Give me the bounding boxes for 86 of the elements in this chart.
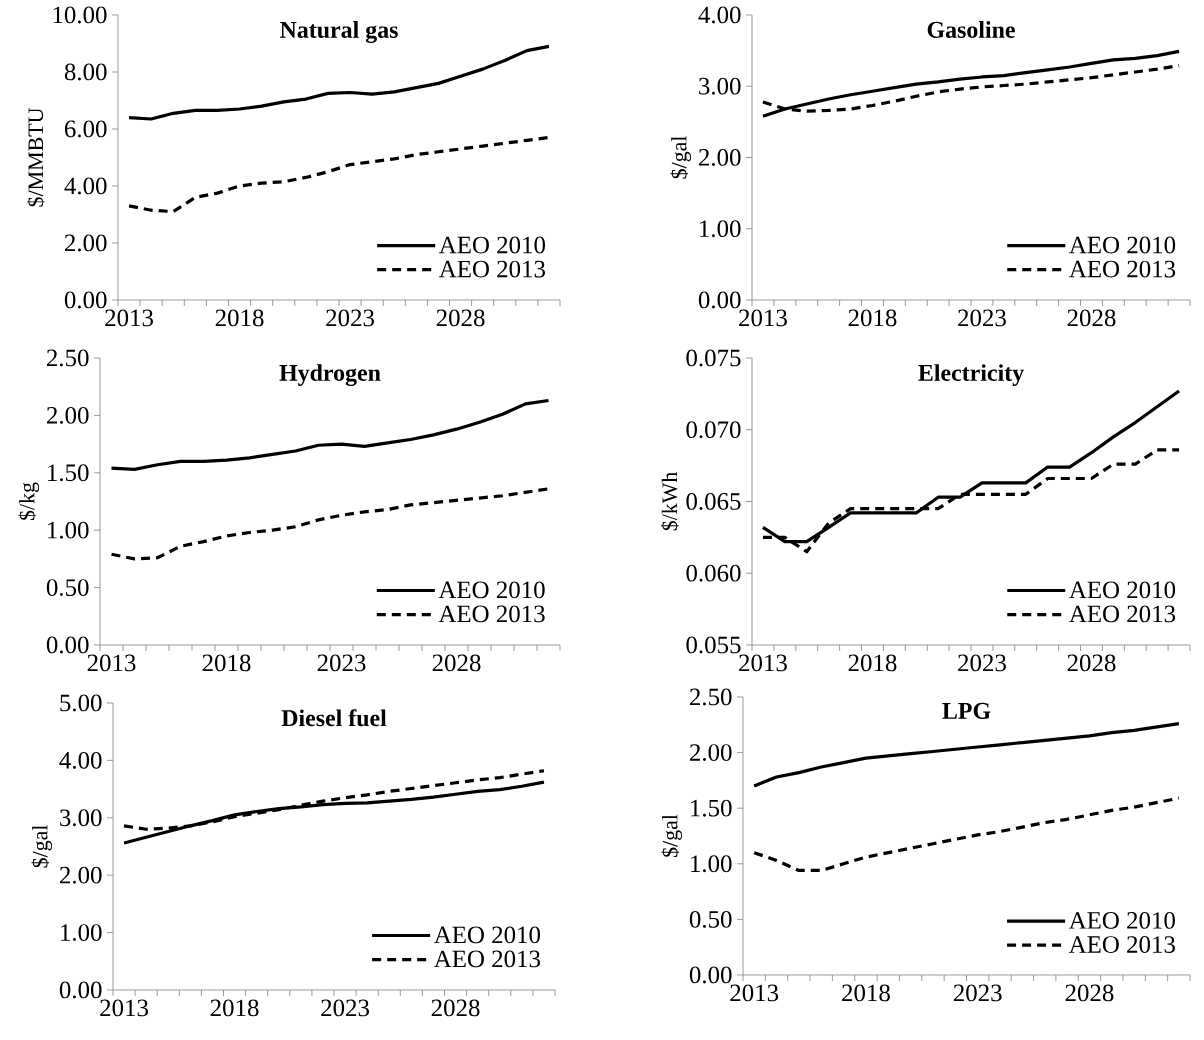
x-tick-label: 2023 — [958, 654, 1006, 672]
y-tick-label: 1.50 — [48, 464, 89, 482]
legend-label: AEO 2010 — [1068, 912, 1175, 929]
y-axis-title: $/gal — [31, 825, 53, 868]
x-tick-label: 2013 — [100, 999, 148, 1017]
x-tick-label: 2023 — [326, 309, 374, 327]
y-tick-label: 0.070 — [686, 421, 741, 439]
y-tick-label: 4.00 — [64, 177, 107, 195]
x-tick-label: 2013 — [105, 309, 153, 327]
x-tick-label: 2018 — [210, 999, 259, 1017]
chart-title: Hydrogen — [279, 364, 381, 387]
chart-title: LPG — [942, 702, 991, 719]
x-tick-label: 2023 — [958, 309, 1006, 327]
y-tick-label: 8.00 — [64, 63, 107, 81]
x-tick-label: 2013 — [730, 984, 779, 1002]
y-tick-label: 0.060 — [686, 564, 741, 582]
y-tick-label: 6.00 — [64, 120, 107, 138]
legend-label: AEO 2013 — [1069, 260, 1176, 278]
y-axis-title: $/gal — [670, 135, 692, 179]
y-tick-label: 3.00 — [60, 809, 102, 827]
legend-label: AEO 2013 — [438, 605, 545, 623]
y-tick-label: 2.00 — [46, 406, 89, 424]
x-tick-label: 2028 — [1067, 654, 1116, 672]
y-tick-label: 5.00 — [60, 694, 102, 712]
x-tick-label: 2028 — [1065, 984, 1114, 1002]
x-tick-label: 2013 — [87, 654, 136, 672]
y-tick-label: 4.00 — [698, 6, 741, 24]
line-series — [127, 44, 551, 121]
y-tick-label: 2.50 — [46, 349, 89, 367]
y-tick-label: 0.065 — [686, 493, 741, 510]
y-axis-title: $/kWh — [661, 471, 679, 531]
legend-label: AEO 2010 — [1069, 581, 1176, 599]
x-tick-label: 2023 — [317, 654, 366, 672]
x-tick-label: 2028 — [1067, 309, 1116, 327]
y-tick-label: 0.00 — [46, 636, 89, 654]
legend-label: AEO 2010 — [434, 926, 541, 944]
chart-title: Electricity — [918, 364, 1024, 386]
y-tick-label: 2.00 — [690, 744, 732, 762]
x-tick-label: 2018 — [848, 654, 897, 672]
legend-label: AEO 2010 — [1069, 236, 1176, 254]
chart-title: Natural gas — [280, 21, 398, 43]
x-tick-label: 2028 — [436, 309, 485, 327]
x-tick-label: 2028 — [431, 999, 480, 1017]
y-tick-label: 0.00 — [64, 291, 107, 309]
legend-label: AEO 2013 — [434, 950, 541, 968]
y-tick-label: 1.00 — [61, 924, 102, 942]
y-tick-label: 0.50 — [46, 579, 89, 597]
x-tick-label: 2013 — [739, 654, 787, 672]
y-axis-title: $/kg — [18, 482, 40, 521]
y-axis-title: $/gal — [661, 814, 683, 857]
y-tick-label: 2.00 — [60, 866, 102, 884]
y-tick-label: 0.055 — [686, 636, 741, 654]
y-tick-label: 0.00 — [689, 966, 732, 984]
y-tick-label: 1.00 — [700, 220, 741, 238]
x-tick-label: 2018 — [848, 309, 897, 327]
chart-title: Gasoline — [927, 21, 1015, 38]
line-series — [127, 135, 551, 214]
y-tick-label: 1.00 — [48, 521, 89, 539]
legend-label: AEO 2013 — [439, 260, 545, 278]
x-tick-label: 2028 — [432, 654, 481, 672]
y-tick-label: 2.50 — [690, 688, 732, 706]
chart-title: Diesel fuel — [281, 709, 387, 727]
y-tick-label: 1.50 — [691, 799, 732, 817]
y-tick-label: 0.00 — [698, 291, 741, 309]
y-tick-label: 3.00 — [699, 77, 741, 95]
legend-label: AEO 2010 — [439, 236, 545, 254]
y-tick-label: 4.00 — [59, 751, 102, 769]
y-tick-label: 0.075 — [686, 349, 741, 367]
x-tick-label: 2023 — [321, 999, 369, 1017]
y-tick-label: 2.00 — [699, 149, 741, 166]
line-series — [761, 49, 1181, 118]
x-tick-label: 2018 — [202, 654, 251, 672]
line-series — [109, 398, 551, 471]
y-axis-title: $/MMBTU — [27, 108, 45, 207]
x-tick-label: 2018 — [842, 984, 890, 1002]
y-tick-label: 0.00 — [59, 981, 102, 999]
legend-label: AEO 2013 — [1068, 936, 1175, 953]
legend-label: AEO 2013 — [1069, 605, 1176, 623]
legend-label: AEO 2010 — [438, 581, 545, 599]
x-tick-label: 2013 — [739, 309, 787, 327]
y-tick-label: 2.00 — [64, 234, 107, 252]
y-tick-label: 1.00 — [691, 855, 732, 873]
x-tick-label: 2023 — [953, 984, 1002, 1002]
y-tick-label: 10.00 — [53, 6, 107, 24]
x-tick-label: 2018 — [215, 309, 264, 327]
y-tick-label: 0.50 — [689, 910, 732, 928]
